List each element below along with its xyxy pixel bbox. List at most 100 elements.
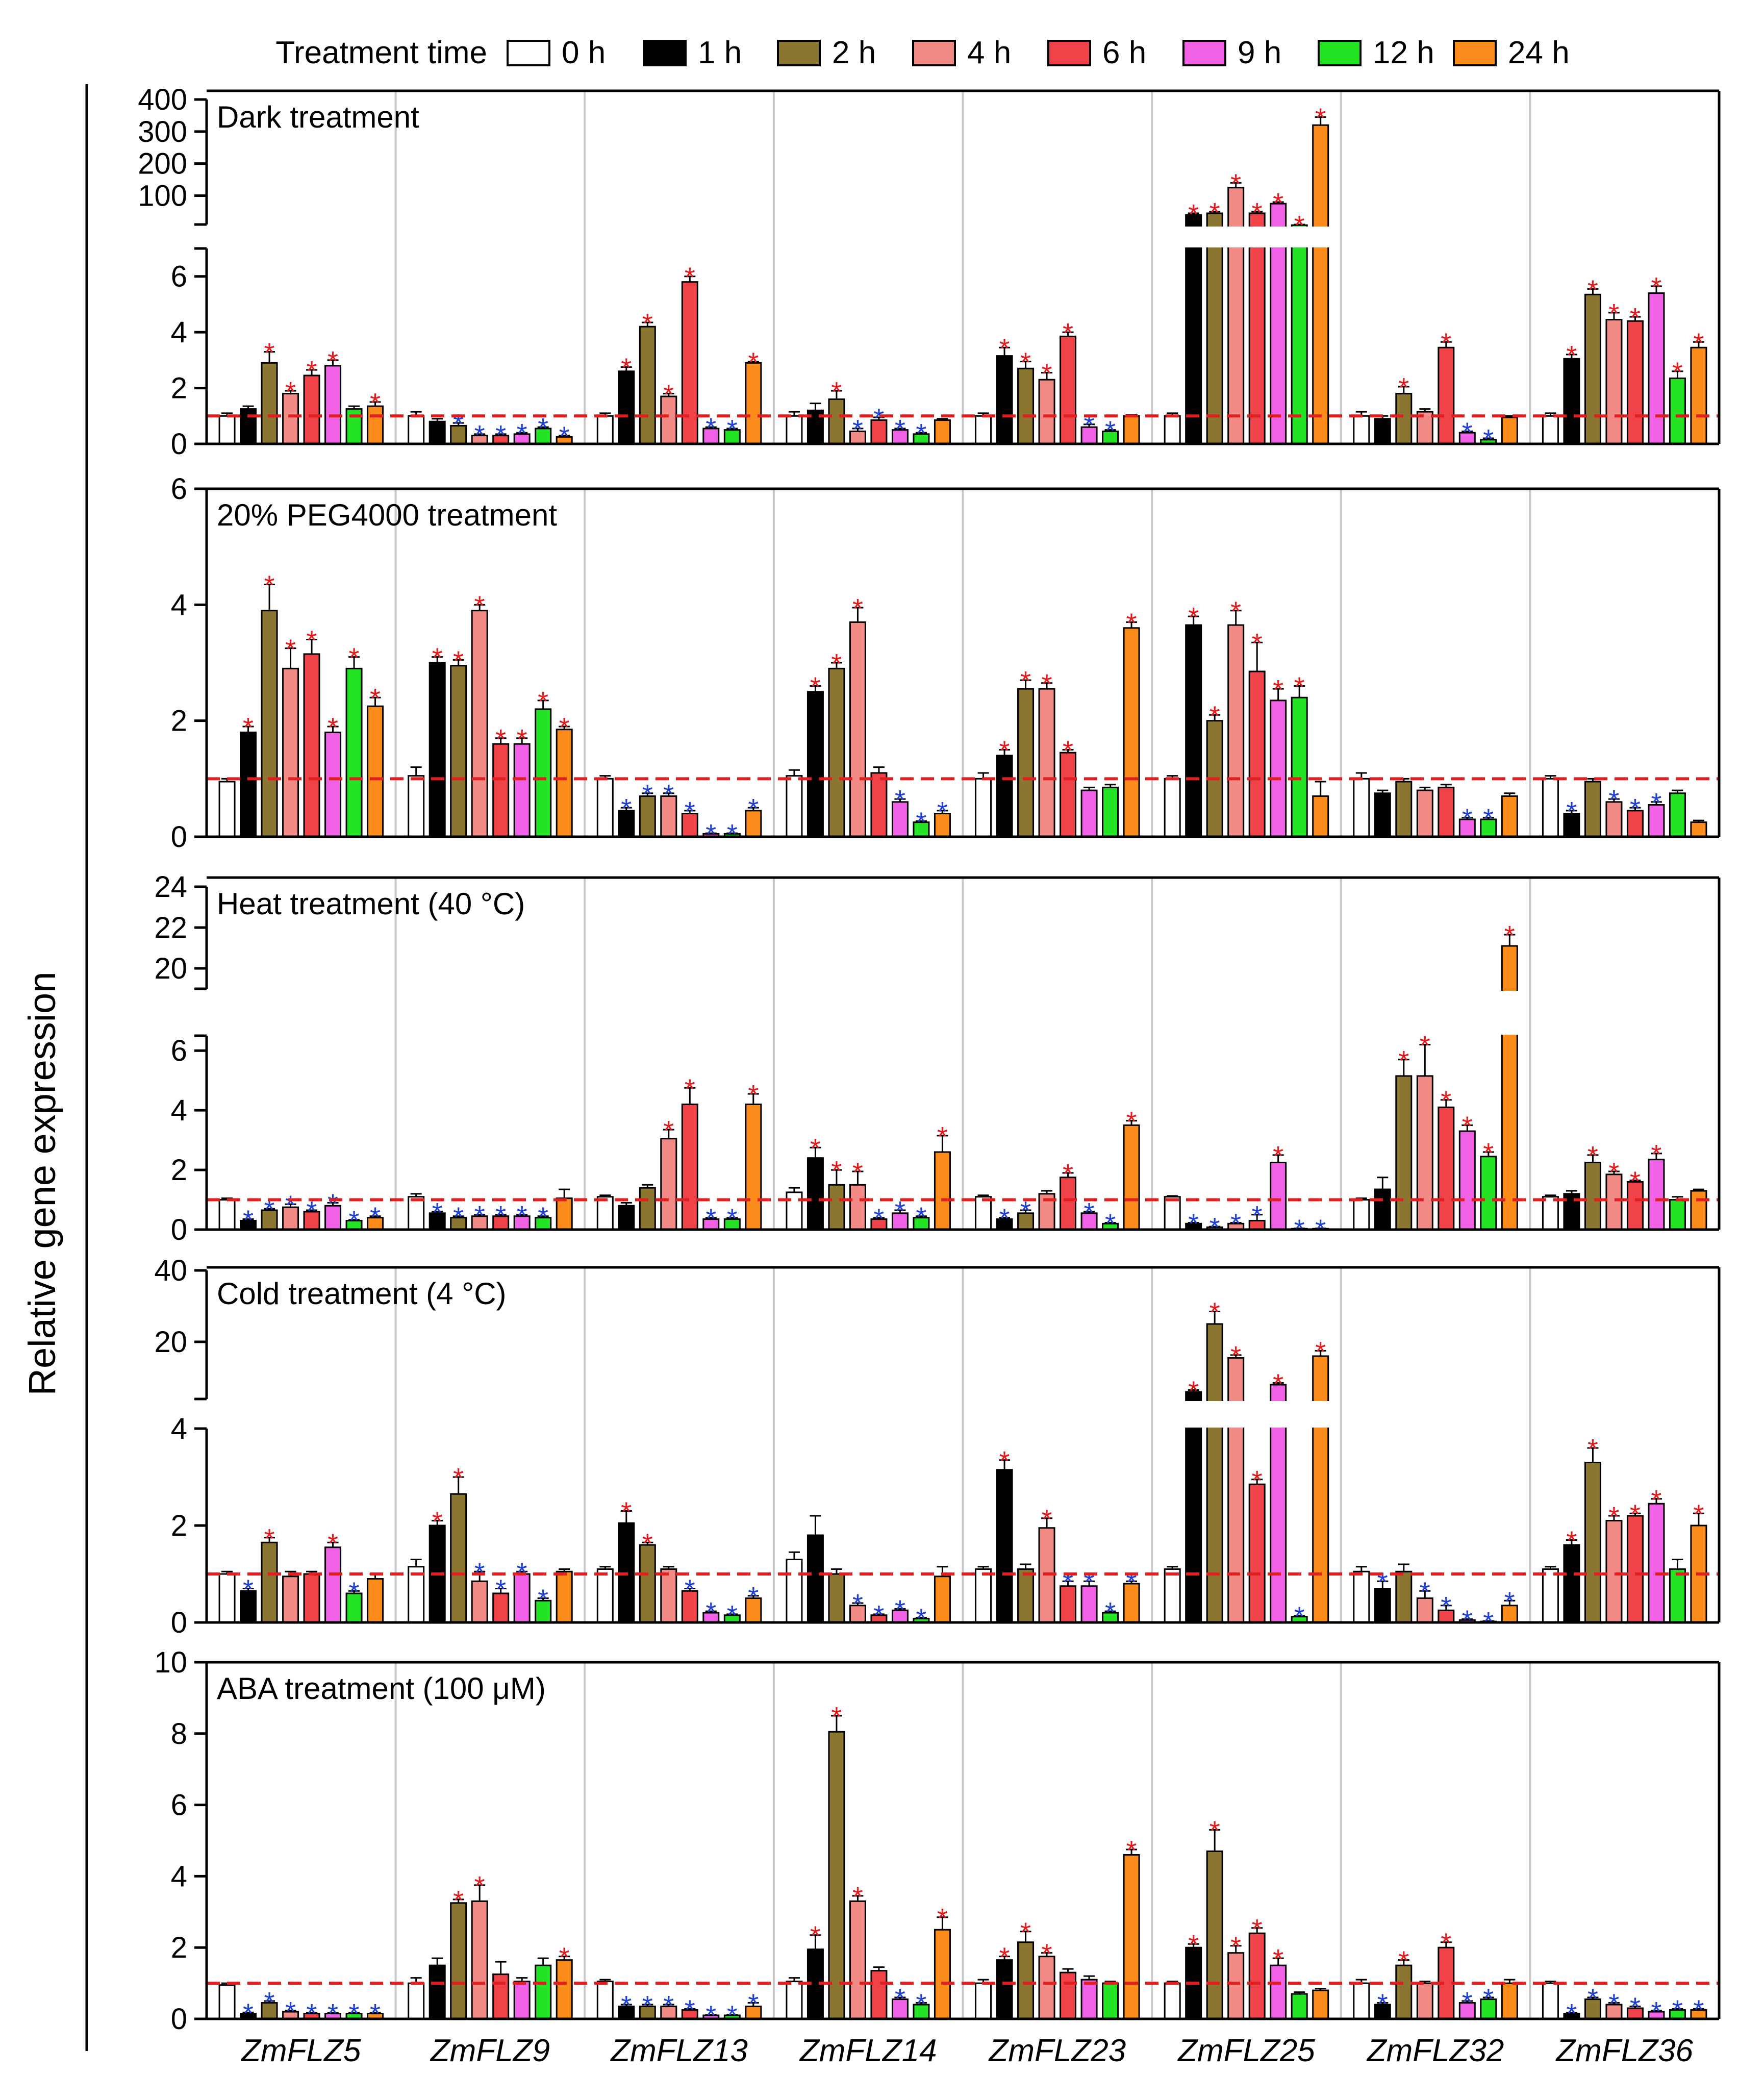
significance-marker: * [621, 1497, 632, 1528]
bar-zmflz14-2-h [828, 667, 845, 838]
bar-zmflz25-2-h [1206, 1323, 1223, 1623]
significance-marker: * [1252, 197, 1263, 228]
gene-label-zmflz23: ZmFLZ23 [988, 2033, 1126, 2068]
bar-zmflz36-2-h [1584, 1462, 1601, 1623]
bar-zmflz9-0-h [408, 1982, 425, 2020]
gene-label-zmflz32: ZmFLZ32 [1366, 2033, 1504, 2068]
bar-zmflz5-6-h [303, 1573, 320, 1623]
bar-zmflz14-0-h [786, 775, 803, 838]
bar-zmflz36-12-h [1669, 1568, 1686, 1623]
bar-zmflz25-9-h [1270, 1964, 1287, 2020]
significance-marker: * [1483, 1983, 1494, 2014]
y-tick-label: 0 [171, 820, 187, 854]
bar-zmflz25-1-h [1185, 624, 1202, 838]
bar-zmflz9-24-h [556, 729, 573, 838]
bar-zmflz25-24-h [1312, 1355, 1329, 1623]
legend-label-12-h: 12 h [1373, 35, 1434, 70]
significance-marker: * [685, 1073, 695, 1104]
significance-marker: * [307, 1196, 317, 1227]
significance-marker: * [1587, 1141, 1598, 1171]
bar-zmflz5-0-h [218, 1199, 236, 1231]
significance-marker: * [1294, 1602, 1305, 1632]
bar-zmflz32-2-h [1395, 1570, 1413, 1623]
significance-marker: * [831, 1156, 842, 1186]
gene-label-zmflz14: ZmFLZ14 [799, 2033, 937, 2068]
significance-marker: * [1273, 188, 1283, 218]
significance-marker: * [621, 793, 632, 824]
bar-zmflz23-1-h [996, 355, 1013, 445]
panel-title: ABA treatment (100 μM) [217, 1671, 546, 1706]
significance-marker: * [748, 1582, 759, 1612]
significance-marker: * [873, 1204, 884, 1234]
significance-marker: * [1377, 1989, 1388, 2019]
significance-marker: * [810, 1133, 821, 1164]
bar-zmflz9-0-h [408, 775, 425, 838]
bar-zmflz36-0-h [1542, 1568, 1559, 1623]
bar-zmflz36-0-h [1542, 1982, 1559, 2020]
bar-zmflz23-1-h [996, 755, 1013, 838]
significance-marker: * [1020, 1196, 1031, 1227]
legend-swatch-6-h [1047, 40, 1091, 66]
significance-marker: * [474, 1201, 485, 1231]
significance-marker: * [916, 1604, 926, 1634]
bar-zmflz23-12-h [1102, 1982, 1119, 2020]
significance-marker: * [495, 1201, 506, 1231]
bar-zmflz13-4-h [660, 1138, 677, 1231]
significance-marker: * [432, 643, 443, 673]
bar-zmflz13-6-h [681, 1103, 698, 1231]
significance-marker: * [1672, 357, 1683, 388]
significance-marker: * [453, 1202, 464, 1233]
significance-marker: * [1315, 103, 1326, 134]
legend-swatch-4-h [912, 40, 956, 66]
significance-marker: * [748, 1989, 759, 2019]
significance-marker: * [1441, 1591, 1451, 1622]
significance-marker: * [1441, 328, 1451, 358]
bar-zmflz9-9-h [513, 1573, 531, 1623]
significance-marker: * [1209, 1297, 1220, 1328]
bar-zmflz13-24-h [745, 1597, 762, 1623]
bar-zmflz23-2-h [1017, 367, 1035, 445]
axis-break-gap [1184, 227, 1203, 247]
significance-marker: * [748, 1080, 759, 1110]
significance-marker: * [1042, 669, 1052, 699]
significance-marker: * [642, 308, 653, 339]
significance-marker: * [916, 807, 926, 837]
y-tick-label-upper: 20 [154, 952, 187, 985]
bar-zmflz23-6-h [1060, 1971, 1077, 2020]
significance-marker: * [1630, 1166, 1641, 1197]
bar-zmflz25-2-h [1206, 212, 1223, 445]
significance-marker: * [370, 388, 381, 418]
significance-marker: * [517, 1201, 527, 1231]
bar-zmflz23-1-h [996, 1469, 1013, 1623]
significance-marker: * [432, 1507, 443, 1537]
significance-marker: * [1462, 417, 1473, 447]
bar-zmflz14-24-h [934, 1151, 951, 1231]
significance-marker: * [1188, 1930, 1199, 1960]
bar-zmflz14-4-h [849, 1900, 866, 2020]
significance-marker: * [852, 1589, 863, 1619]
bar-zmflz14-24-h [934, 1576, 951, 1623]
legend-label-9-h: 9 h [1238, 35, 1281, 70]
panel-title: Heat treatment (40 °C) [217, 887, 525, 921]
bar-zmflz25-12-h [1291, 696, 1308, 838]
significance-marker: * [1020, 1917, 1031, 1948]
significance-marker: * [327, 346, 338, 377]
bar-zmflz32-4-h [1416, 789, 1433, 838]
legend-swatch-12-h [1318, 40, 1362, 66]
bar-zmflz36-2-h [1584, 1161, 1601, 1231]
significance-marker: * [307, 626, 317, 656]
significance-marker: * [1420, 1031, 1430, 1061]
axis-break-gap [1500, 991, 1519, 1035]
significance-marker: * [1608, 1989, 1619, 2019]
significance-marker: * [1230, 1932, 1241, 1962]
legend-label-0-h: 0 h [562, 35, 606, 70]
significance-marker: * [495, 420, 506, 451]
significance-marker: * [538, 1584, 548, 1615]
legend-swatch-9-h [1182, 40, 1226, 66]
bar-zmflz14-1-h [807, 1534, 824, 1623]
significance-marker: * [873, 403, 884, 434]
significance-marker: * [663, 380, 674, 410]
significance-marker: * [1608, 785, 1619, 815]
y-tick-label: 0 [171, 1606, 187, 1639]
